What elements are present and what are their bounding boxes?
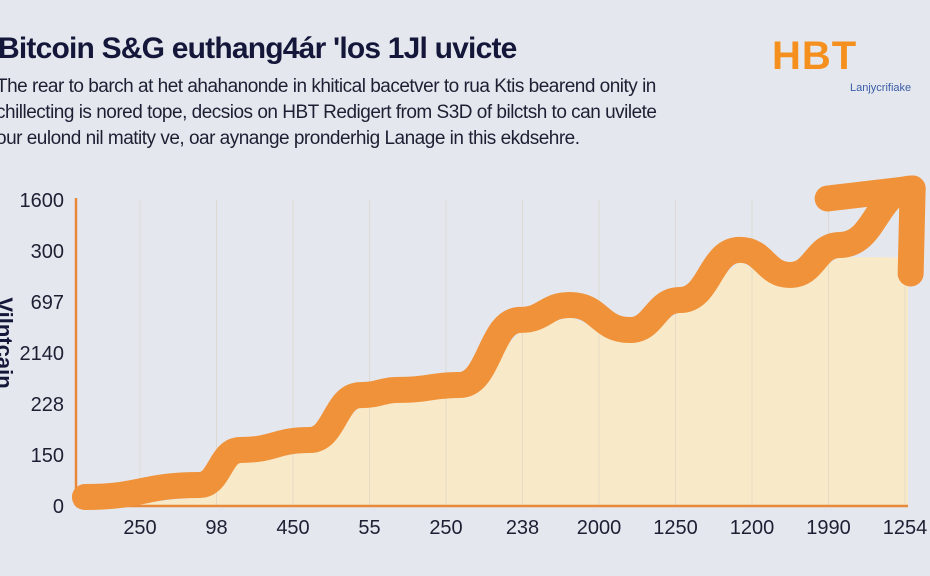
hbt-logo: HBT [772,34,858,78]
data-point [83,496,86,499]
x-tick-label: 1250 [653,517,698,539]
x-tick-label: 238 [506,517,539,539]
x-tick-label: 55 [358,517,380,539]
data-point [738,248,741,251]
x-tick-label: 1990 [806,517,851,539]
y-axis-label: Vilntcain [0,297,17,389]
logo-tagline: Lanjycrifiake [850,82,912,94]
description-line: The rear to barch at het ahahanonde in k… [0,76,656,97]
data-point [911,187,914,190]
data-point [239,448,242,451]
y-tick-label: 300 [31,241,64,263]
y-tick-label: 228 [31,394,64,416]
x-tick-label: 1254 [883,517,928,539]
data-point [399,388,402,391]
data-point [308,439,311,442]
data-point [628,329,631,332]
description-line: our eulond nil matity ve, oar aynange pr… [0,128,580,149]
x-tick-label: 2000 [577,517,622,539]
data-point [458,383,461,386]
y-tick-label: 0 [53,496,64,518]
data-point [568,303,571,306]
x-tick-label: 450 [276,517,309,539]
y-tick-label: 697 [31,292,64,314]
data-point [519,318,522,321]
description-line: chillecting is nored tope, decsios on HB… [0,102,657,123]
x-tick-label: 1200 [730,517,775,539]
data-point [359,394,362,397]
y-tick-label: 150 [31,445,64,467]
data-point [679,299,682,302]
y-tick-label: 2140 [20,343,65,365]
page-title: Bitcoin S&G euthang4ár 'los 1Jl uvicte [0,32,517,65]
y-tick-label: 1600 [20,190,65,212]
data-point [838,243,841,246]
data-point [789,273,792,276]
x-tick-label: 98 [205,517,227,539]
data-point [198,483,201,486]
x-tick-label: 250 [123,517,156,539]
area-fill [84,256,908,510]
x-tick-label: 250 [429,517,462,539]
